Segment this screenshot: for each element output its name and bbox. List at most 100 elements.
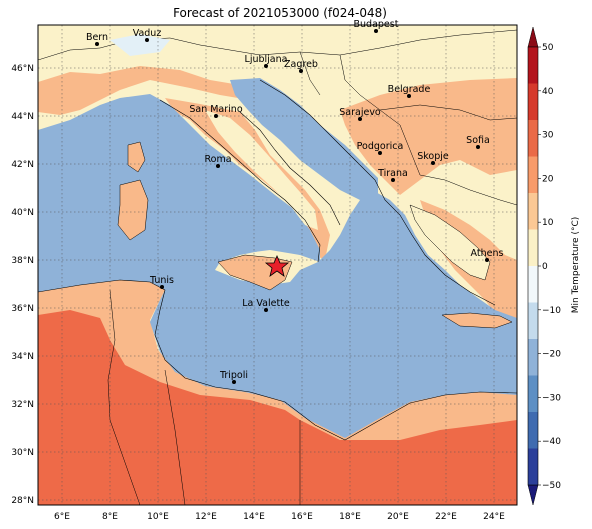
colorbar-tick-label: −40: [542, 437, 561, 447]
colorbar-segment: [528, 229, 538, 266]
city-dot: [374, 29, 378, 33]
city-label: Tunis: [149, 275, 174, 286]
country-borders: [38, 29, 517, 505]
city-dot: [407, 94, 411, 98]
italy-coastline: [159, 99, 341, 263]
city-label: Bern: [86, 32, 108, 43]
latitude-tick-label: 46°N: [11, 64, 34, 74]
city-dot: [216, 164, 220, 168]
city-label: Vaduz: [133, 28, 162, 39]
graticule: [38, 25, 517, 505]
colorbar-tick-label: 20: [542, 174, 554, 184]
city-label: Belgrade: [388, 84, 431, 95]
colorbar-tick-label: 50: [542, 43, 554, 53]
longitude-tick-label: 10°E: [147, 512, 169, 522]
colorbar-segment: [528, 47, 538, 84]
italy-interior: [205, 110, 318, 230]
city-label: Ljubljana: [245, 54, 288, 65]
colorbar-tick-label: 40: [542, 87, 554, 97]
longitude-tick-label: 18°E: [339, 512, 361, 522]
latitude-tick-label: 40°N: [11, 208, 34, 218]
colorbar-segment: [528, 412, 538, 449]
city-label: San Marino: [189, 104, 242, 115]
latitude-tick-label: 28°N: [11, 496, 34, 506]
map-frame: [37, 24, 518, 506]
map-area: [38, 25, 517, 505]
colorbar-segment: [528, 339, 538, 376]
city-label: Roma: [204, 154, 231, 165]
latitude-tick-label: 30°N: [11, 448, 34, 458]
europe-band-balkans-20: [340, 78, 517, 195]
city-dot: [264, 308, 268, 312]
colorbar-segment: [528, 83, 538, 120]
city-dot: [391, 178, 395, 182]
colorbar-max-extend: [527, 26, 539, 48]
city-label: Athens: [471, 248, 504, 259]
city-dot: [264, 64, 268, 68]
colorbar-tick-label: −10: [542, 306, 561, 316]
colorbar-tick-label: −50: [542, 481, 561, 491]
longitude-tick-label: 6°E: [54, 512, 70, 522]
colorbar-min-extend: [527, 484, 539, 506]
colorbar-segment: [528, 375, 538, 412]
latitude-tick-label: 44°N: [11, 112, 34, 122]
city-dot: [378, 151, 382, 155]
africa-band-30: [38, 310, 517, 505]
city-dot: [160, 285, 164, 289]
latitude-tick-label: 34°N: [11, 352, 34, 362]
latitude-tick-label: 38°N: [11, 256, 34, 266]
city-label: Podgorica: [357, 141, 404, 152]
city-label: Sofia: [466, 135, 490, 146]
map-title: Forecast of 2021053000 (f024-048): [173, 6, 387, 20]
colorbar-tick-label: −30: [542, 393, 561, 403]
city-dot: [232, 380, 236, 384]
colorbar-segment: [528, 448, 538, 485]
city-label: La Valette: [242, 298, 290, 309]
colorbar-tick-label: −20: [542, 350, 561, 360]
longitude-tick-label: 22°E: [435, 512, 457, 522]
longitude-tick-label: 24°E: [483, 512, 505, 522]
longitude-tick-label: 12°E: [195, 512, 217, 522]
colorbar-label: Min Temperature (°C): [571, 217, 581, 314]
city-dot: [476, 145, 480, 149]
city-label: Sarajevo: [339, 107, 381, 118]
city-label: Zagreb: [284, 59, 318, 70]
colorbar: −50 −40 −30 −20 −10 0 10 20 30 40 50: [527, 26, 561, 506]
sardinia: [117, 179, 149, 241]
city-label: Tirana: [377, 168, 408, 179]
crete: [441, 312, 513, 329]
colorbar-tick-label: 10: [542, 218, 554, 228]
city-dot: [485, 258, 489, 262]
city-dot: [95, 42, 99, 46]
balkan-coastline: [259, 79, 496, 306]
colorbar-segment: [528, 156, 538, 193]
latitude-tick-label: 32°N: [11, 400, 34, 410]
city-dot: [145, 38, 149, 42]
city-dot: [214, 114, 218, 118]
colorbar-tick-label: 30: [542, 131, 554, 141]
longitude-tick-label: 20°E: [387, 512, 409, 522]
longitude-tick-label: 16°E: [291, 512, 313, 522]
alpine-cool-patch: [110, 34, 170, 56]
latitude-tick-label: 42°N: [11, 160, 34, 170]
colorbar-segment: [528, 120, 538, 157]
longitude-labels: 6°E 8°E 10°E 12°E 14°E 16°E 18°E 20°E 22°E 24°E: [54, 512, 505, 522]
africa-coastline: [38, 279, 517, 441]
colorbar-segment: [528, 193, 538, 230]
longitude-tick-label: 14°E: [243, 512, 265, 522]
city-label: Budapest: [354, 19, 399, 30]
city-dot: [358, 117, 362, 121]
adriatic-sea: [230, 78, 378, 200]
latitude-tick-label: 36°N: [11, 304, 34, 314]
colorbar-segment: [528, 302, 538, 339]
greece-land: [409, 204, 491, 281]
location-star-marker: [264, 254, 290, 277]
colorbar-tick-label: 0: [542, 262, 548, 272]
tyrrhenian-sea: [140, 130, 300, 255]
longitude-tick-label: 8°E: [102, 512, 118, 522]
city-dot: [431, 161, 435, 165]
city-dot: [299, 69, 303, 73]
city-label: Tripoli: [219, 370, 248, 381]
